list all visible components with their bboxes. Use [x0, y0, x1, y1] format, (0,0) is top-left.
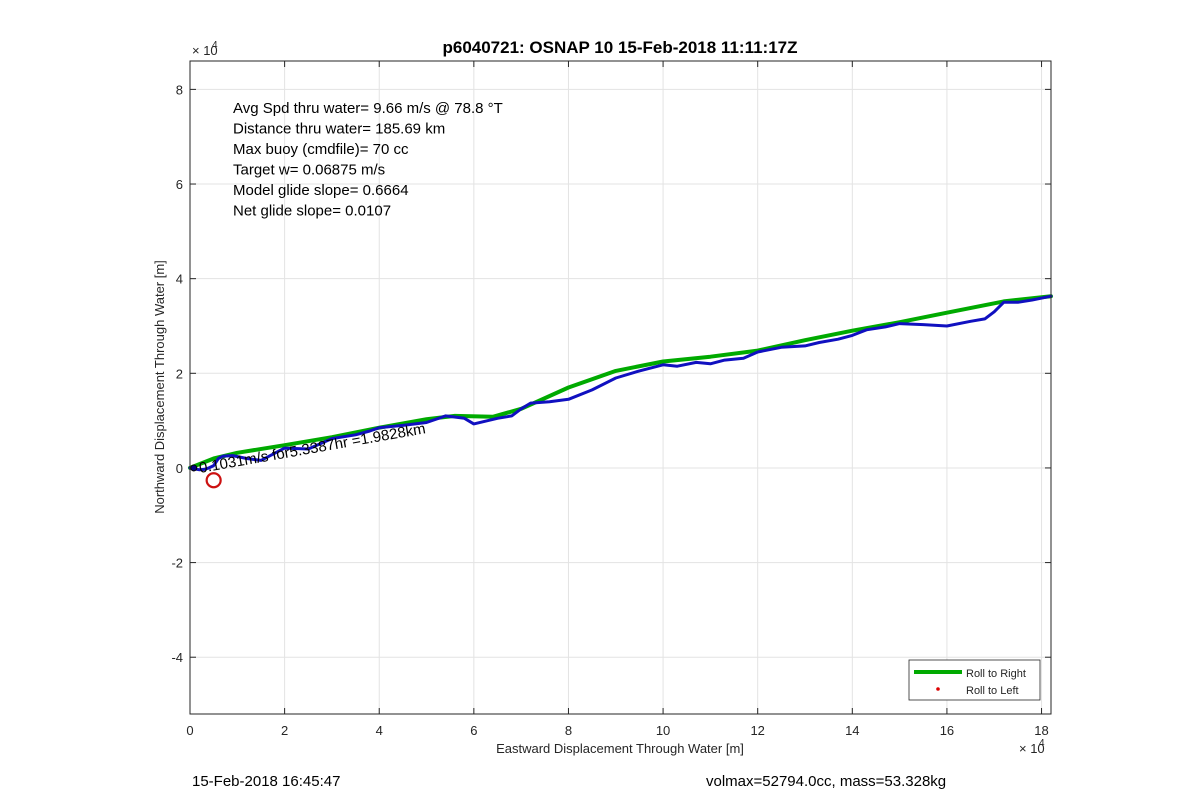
x-tick-label: 10: [656, 723, 670, 738]
y-tick-label: 6: [176, 177, 183, 192]
series-track: [188, 294, 1053, 472]
y-exponent: × 10 4: [192, 40, 218, 58]
x-tick-label: 2: [281, 723, 288, 738]
legend-label-roll-right: Roll to Right: [966, 668, 1026, 680]
series-roll-right: [188, 294, 1053, 470]
stats-line: Max buoy (cmdfile)= 70 cc: [233, 141, 409, 158]
legend-box: [908, 659, 1041, 701]
series-layer: [188, 294, 1053, 472]
stats-line: Net glide slope= 0.0107: [233, 203, 391, 220]
y-tick-label: 8: [176, 82, 183, 97]
legend-label-roll-left: Roll to Left: [966, 685, 1019, 697]
y-tick-label: 0: [176, 461, 183, 476]
x-tick-label: 18: [1034, 723, 1048, 738]
ticks: 0 2 4 6 8 10 12 14 16 18 -4 -2 0 2 4 6 8: [171, 61, 1051, 738]
x-tick-label: 14: [845, 723, 859, 738]
y-tick-label: 2: [176, 366, 183, 381]
y-tick-label: -2: [171, 556, 183, 571]
chart-title: p6040721: OSNAP 10 15-Feb-2018 11:11:17Z: [442, 38, 797, 57]
legend: Roll to Right Roll to Left: [908, 659, 1041, 701]
stats-line: Target w= 0.06875 m/s: [233, 162, 385, 179]
y-tick-label: 4: [176, 272, 183, 287]
legend-swatch-roll-left: [936, 687, 940, 691]
plot-area: [190, 61, 1051, 714]
plot-frame: [189, 60, 1052, 715]
stats-line: Avg Spd thru water= 9.66 m/s @ 78.8 °T: [233, 100, 503, 117]
x-tick-label: 4: [376, 723, 383, 738]
y-exponent-power: 4: [212, 40, 218, 51]
x-tick-label: 0: [186, 723, 193, 738]
stats-line: Model glide slope= 0.6664: [233, 182, 409, 199]
y-axis-label: Northward Displacement Through Water [m]: [152, 260, 167, 514]
x-tick-label: 12: [750, 723, 764, 738]
x-axis-label: Eastward Displacement Through Water [m]: [496, 741, 744, 756]
footer-timestamp: 15-Feb-2018 16:45:47: [192, 773, 341, 790]
x-exponent-label: × 10: [1019, 741, 1045, 756]
x-exponent: × 10 4: [1019, 738, 1045, 756]
footer-volmax-mass: volmax=52794.0cc, mass=53.328kg: [706, 773, 947, 790]
marker-layer: [190, 464, 222, 489]
x-tick-label: 16: [940, 723, 954, 738]
x-tick-label: 6: [470, 723, 477, 738]
stats-line: Distance thru water= 185.69 km: [233, 121, 445, 138]
grid: [189, 61, 1051, 714]
marker-red-circle: [205, 472, 222, 489]
x-tick-label: 8: [565, 723, 572, 738]
stats-text: Avg Spd thru water= 9.66 m/s @ 78.8 °T Di…: [233, 100, 503, 220]
y-exponent-label: × 10: [192, 43, 218, 58]
y-tick-label: -4: [171, 650, 183, 665]
x-exponent-power: 4: [1039, 738, 1045, 749]
marker-start: [190, 464, 198, 472]
